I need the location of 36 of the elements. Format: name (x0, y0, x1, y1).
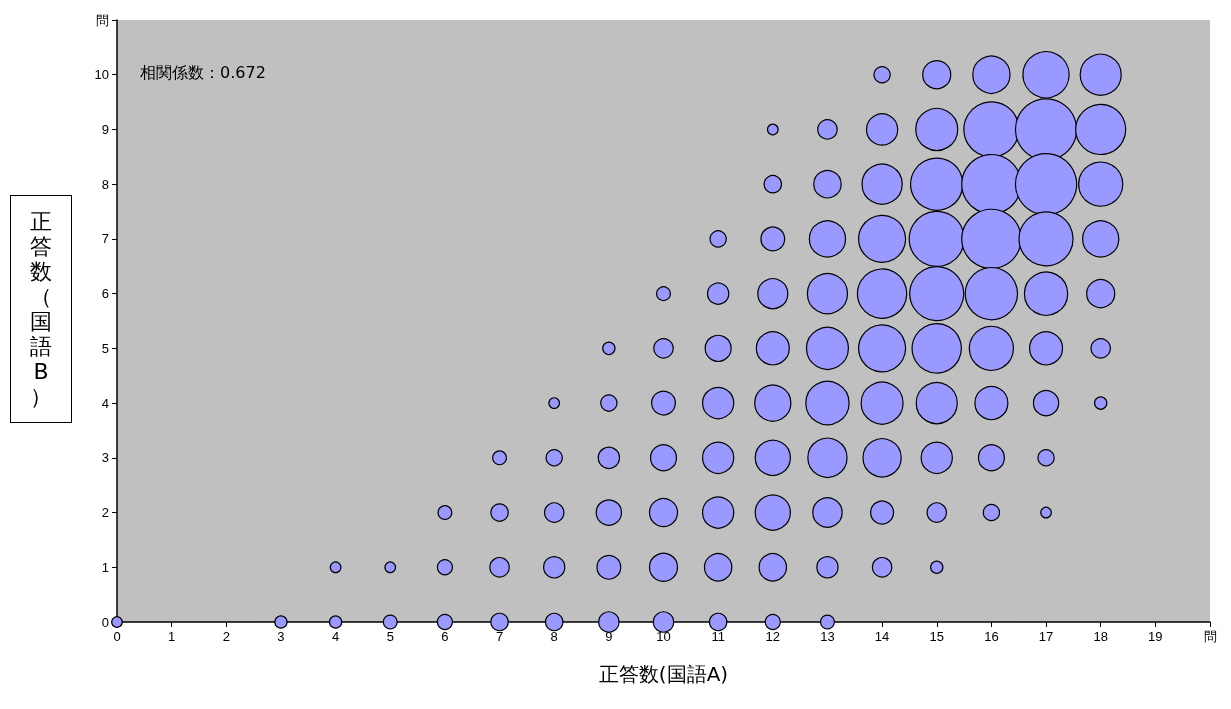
y-tick-label: 0 (101, 614, 109, 630)
y-tick-label: 1 (101, 559, 109, 575)
y-tick-label: 9 (101, 121, 109, 137)
x-tick-label: 7 (495, 629, 504, 644)
x-tick-label: 12 (765, 629, 781, 644)
x-tick-label: 17 (1038, 629, 1054, 644)
x-tick-label: 10 (656, 629, 671, 644)
x-tick-label: 5 (386, 629, 394, 644)
x-tick-label: 11 (711, 629, 725, 644)
y-tick-label: 4 (101, 395, 109, 411)
x-tick-label: 9 (605, 629, 613, 644)
x-tick-label: 16 (984, 629, 999, 644)
x-tick-label: 6 (441, 629, 449, 644)
x-tick-label: 3 (277, 629, 285, 644)
y-tick-label: 8 (101, 176, 109, 192)
x-tick-label: 8 (550, 629, 558, 644)
x-tick-label: 2 (222, 629, 230, 644)
x-tick-label: 問 (1203, 629, 1217, 644)
y-tick-label: 7 (101, 231, 109, 247)
x-tick-label: 1 (168, 629, 176, 644)
y-tick-label: 5 (101, 340, 109, 356)
x-tick-label: 19 (1148, 629, 1163, 644)
annotation: 相関係数：0.672 (140, 62, 266, 82)
y-axis-title: 正答数（国語B） (30, 209, 52, 409)
x-tick-label: 15 (929, 629, 944, 644)
y-tick-label: 10 (94, 67, 109, 83)
y-tick-label: 問 (96, 12, 109, 28)
x-tick-label: 4 (331, 629, 340, 644)
x-tick-label: 0 (113, 629, 121, 644)
y-tick-label: 3 (101, 450, 109, 466)
x-tick-label: 18 (1093, 629, 1108, 644)
y-tick-label: 2 (101, 505, 109, 521)
x-tick-label: 13 (820, 629, 835, 644)
y-tick-label: 6 (101, 286, 109, 302)
x-tick-label: 14 (874, 629, 890, 644)
x-axis-title: 正答数(国語A) (598, 662, 729, 686)
